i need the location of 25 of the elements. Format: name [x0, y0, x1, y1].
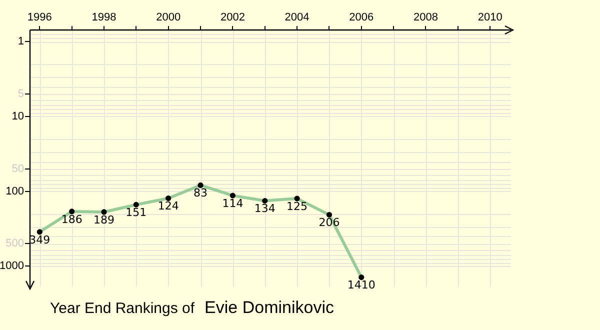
y-tick-label: 100 [6, 185, 24, 198]
data-label: 349 [29, 233, 50, 246]
y-tick-label: 1000 [0, 260, 24, 272]
data-label: 1410 [347, 278, 376, 292]
x-tick-label: 2006 [349, 11, 374, 24]
data-label: 189 [94, 213, 114, 226]
x-tick-label: 2004 [284, 11, 310, 24]
data-label: 114 [222, 196, 244, 210]
text: Year End Rankings of [50, 300, 195, 317]
data-label: 124 [158, 200, 179, 213]
x-tick-label: 1998 [92, 11, 116, 24]
y-tick-label: 10 [12, 110, 24, 122]
x-tick-label: 2000 [156, 11, 181, 24]
x-tick-label: 2002 [220, 11, 245, 24]
data-label: 151 [126, 206, 147, 220]
x-tick-label: 2008 [413, 11, 438, 24]
y-tick-label: 1 [18, 36, 24, 48]
data-label: 186 [61, 212, 82, 226]
data-label: 125 [286, 200, 308, 213]
text: Evie Dominikovic [204, 298, 334, 317]
data-label: 134 [254, 202, 276, 216]
data-label: 83 [194, 186, 208, 200]
x-tick-label: 1996 [27, 11, 52, 24]
data-label: 206 [318, 216, 340, 230]
x-tick-label: 2010 [478, 11, 502, 24]
